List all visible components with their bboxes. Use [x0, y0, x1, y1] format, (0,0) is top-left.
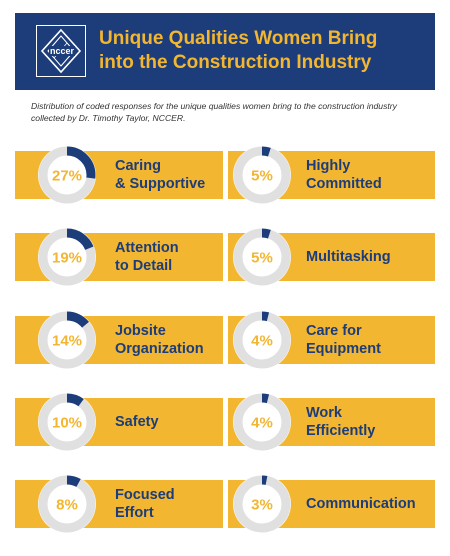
donut-value-arc	[38, 311, 96, 369]
nccer-diamond-logo-icon: nccer	[40, 28, 82, 74]
percent-label: 8%	[56, 497, 78, 514]
donut-chart: 19%	[38, 228, 96, 286]
donut-chart: 27%	[38, 146, 96, 204]
quality-label: Focused Effort	[115, 487, 175, 521]
percent-label: 5%	[251, 168, 273, 185]
quality-label: Attention to Detail	[115, 240, 179, 274]
quality-label: Multitasking	[306, 249, 391, 265]
percent-label: 19%	[52, 250, 82, 267]
donut-chart: 14%	[38, 311, 96, 369]
donut-value-arc	[233, 228, 291, 286]
donut-value-arc	[38, 228, 96, 286]
percent-label: 5%	[251, 250, 273, 267]
percent-label: 27%	[52, 168, 82, 185]
donut-value-arc	[233, 393, 291, 451]
quality-label: Highly Committed	[306, 158, 382, 192]
percent-label: 10%	[52, 415, 82, 432]
donut-chart: 3%	[233, 475, 291, 533]
donut-chart: 4%	[233, 311, 291, 369]
subtitle: Distribution of coded responses for the …	[31, 101, 397, 123]
donut-value-arc	[233, 311, 291, 369]
page-title: Unique Qualities Women Bring into the Co…	[99, 28, 378, 73]
quality-label: Work Efficiently	[306, 405, 376, 439]
percent-label: 4%	[251, 333, 273, 350]
donut-chart: 8%	[38, 475, 96, 533]
donut-value-arc	[233, 146, 291, 204]
donut-chart: 5%	[233, 228, 291, 286]
quality-label: Jobsite Organization	[115, 323, 204, 357]
nccer-logo: nccer	[36, 25, 86, 77]
donut-value-arc	[38, 146, 96, 204]
donut-value-arc	[38, 393, 96, 451]
percent-label: 3%	[251, 497, 273, 514]
quality-label: Caring & Supportive	[115, 158, 206, 192]
percent-label: 4%	[251, 415, 273, 432]
percent-label: 14%	[52, 333, 82, 350]
quality-label: Safety	[115, 414, 159, 430]
donut-value-arc	[233, 475, 291, 533]
donut-value-arc	[38, 475, 96, 533]
quality-label: Care for Equipment	[306, 323, 381, 357]
donut-chart: 5%	[233, 146, 291, 204]
logo-text: nccer	[50, 46, 75, 56]
title-banner: nccer Unique Qualities Women Bring into …	[15, 13, 435, 90]
quality-label: Communication	[306, 496, 416, 512]
donut-chart: 4%	[233, 393, 291, 451]
donut-chart: 10%	[38, 393, 96, 451]
